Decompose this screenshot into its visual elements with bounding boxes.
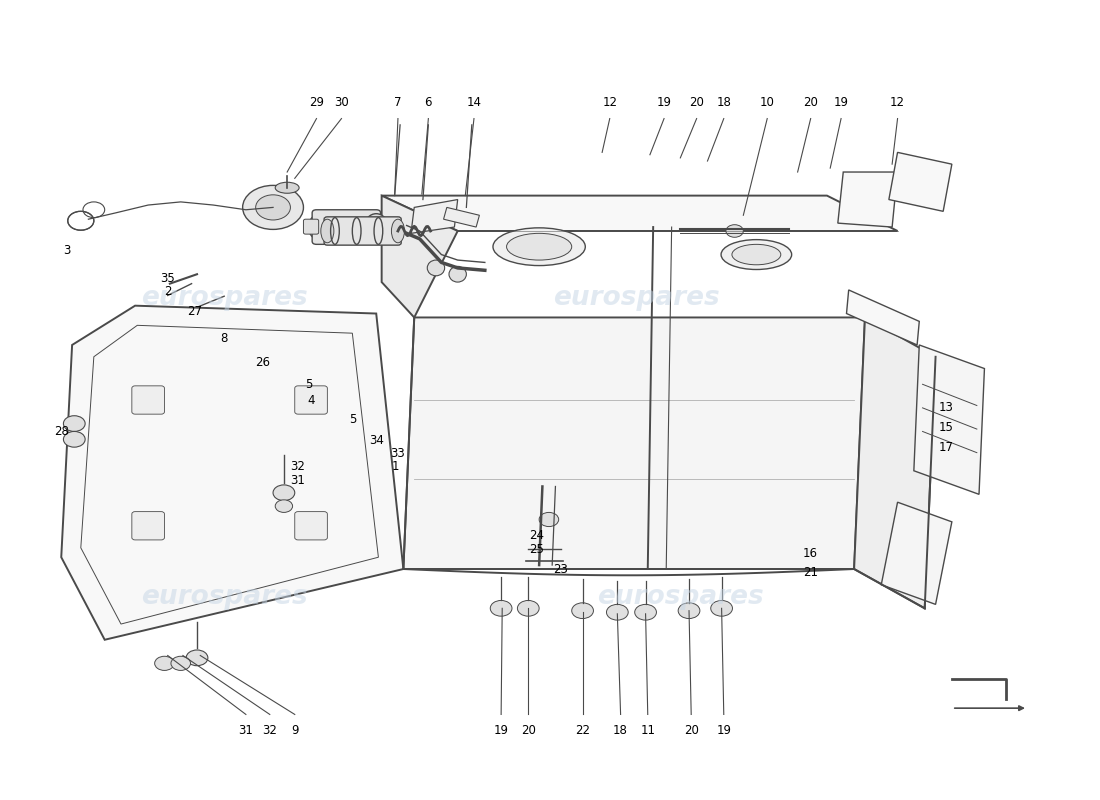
FancyBboxPatch shape bbox=[295, 386, 328, 414]
Circle shape bbox=[255, 195, 290, 220]
Circle shape bbox=[170, 656, 190, 670]
Text: 18: 18 bbox=[613, 724, 628, 737]
Ellipse shape bbox=[308, 214, 336, 241]
Text: 7: 7 bbox=[394, 96, 402, 109]
Text: 20: 20 bbox=[520, 724, 536, 737]
Polygon shape bbox=[382, 196, 458, 318]
Ellipse shape bbox=[364, 214, 388, 241]
Circle shape bbox=[635, 604, 657, 620]
Circle shape bbox=[606, 604, 628, 620]
Text: 25: 25 bbox=[529, 543, 544, 556]
Ellipse shape bbox=[321, 219, 334, 242]
Text: 27: 27 bbox=[187, 306, 202, 318]
Circle shape bbox=[711, 601, 733, 616]
FancyBboxPatch shape bbox=[295, 512, 328, 540]
Text: 24: 24 bbox=[529, 529, 544, 542]
Polygon shape bbox=[838, 172, 898, 227]
Ellipse shape bbox=[275, 182, 299, 194]
Circle shape bbox=[517, 601, 539, 616]
Text: 23: 23 bbox=[553, 562, 569, 575]
Text: 5: 5 bbox=[349, 413, 356, 426]
Polygon shape bbox=[404, 318, 865, 569]
Text: 5: 5 bbox=[305, 378, 312, 390]
Polygon shape bbox=[914, 345, 984, 494]
Text: 34: 34 bbox=[368, 434, 384, 447]
Circle shape bbox=[275, 500, 293, 513]
Ellipse shape bbox=[427, 260, 444, 276]
Circle shape bbox=[64, 416, 85, 431]
Text: 4: 4 bbox=[307, 394, 315, 406]
Text: 11: 11 bbox=[640, 724, 656, 737]
Polygon shape bbox=[62, 306, 404, 640]
Polygon shape bbox=[881, 502, 952, 604]
Text: 32: 32 bbox=[290, 460, 306, 474]
Text: 17: 17 bbox=[939, 441, 954, 454]
Text: eurospares: eurospares bbox=[141, 285, 308, 311]
Text: 1: 1 bbox=[392, 460, 399, 474]
Text: 13: 13 bbox=[939, 402, 954, 414]
Text: 9: 9 bbox=[292, 724, 298, 737]
Polygon shape bbox=[889, 152, 952, 211]
Circle shape bbox=[726, 225, 744, 238]
Polygon shape bbox=[854, 318, 936, 608]
Text: 10: 10 bbox=[760, 96, 774, 109]
Text: eurospares: eurospares bbox=[141, 583, 308, 610]
Text: eurospares: eurospares bbox=[597, 583, 763, 610]
Polygon shape bbox=[411, 199, 458, 234]
Text: 26: 26 bbox=[255, 356, 270, 369]
Ellipse shape bbox=[507, 234, 572, 260]
FancyBboxPatch shape bbox=[132, 386, 164, 414]
Circle shape bbox=[491, 601, 512, 616]
Text: 35: 35 bbox=[161, 272, 175, 285]
Circle shape bbox=[539, 513, 559, 526]
Text: 29: 29 bbox=[309, 96, 324, 109]
Text: 6: 6 bbox=[425, 96, 432, 109]
Text: 12: 12 bbox=[890, 96, 905, 109]
Circle shape bbox=[243, 186, 304, 230]
FancyBboxPatch shape bbox=[304, 219, 319, 234]
Polygon shape bbox=[847, 290, 920, 345]
Text: 30: 30 bbox=[334, 96, 349, 109]
Text: 20: 20 bbox=[684, 724, 699, 737]
Text: eurospares: eurospares bbox=[553, 285, 720, 311]
Text: 28: 28 bbox=[54, 425, 68, 438]
Text: 3: 3 bbox=[63, 244, 70, 257]
Ellipse shape bbox=[449, 266, 466, 282]
Circle shape bbox=[679, 603, 700, 618]
Circle shape bbox=[186, 650, 208, 666]
Text: 31: 31 bbox=[290, 474, 306, 486]
Circle shape bbox=[155, 656, 174, 670]
Text: 19: 19 bbox=[494, 724, 508, 737]
FancyBboxPatch shape bbox=[132, 512, 164, 540]
Ellipse shape bbox=[493, 228, 585, 266]
Text: 32: 32 bbox=[262, 724, 277, 737]
Text: 19: 19 bbox=[657, 96, 671, 109]
Polygon shape bbox=[382, 196, 898, 231]
Text: 22: 22 bbox=[575, 724, 590, 737]
Ellipse shape bbox=[392, 219, 405, 242]
Text: 19: 19 bbox=[716, 724, 732, 737]
Text: 12: 12 bbox=[602, 96, 617, 109]
FancyBboxPatch shape bbox=[324, 217, 402, 245]
Text: 20: 20 bbox=[690, 96, 704, 109]
Polygon shape bbox=[443, 207, 480, 227]
Circle shape bbox=[273, 485, 295, 501]
Text: 2: 2 bbox=[164, 285, 172, 298]
Circle shape bbox=[572, 603, 593, 618]
Text: 14: 14 bbox=[466, 96, 482, 109]
Text: 16: 16 bbox=[803, 546, 818, 560]
Ellipse shape bbox=[722, 240, 792, 270]
FancyBboxPatch shape bbox=[312, 210, 381, 244]
Circle shape bbox=[64, 431, 85, 447]
Ellipse shape bbox=[732, 244, 781, 265]
Text: 21: 21 bbox=[803, 566, 818, 579]
Text: 8: 8 bbox=[220, 332, 228, 345]
Text: 31: 31 bbox=[239, 724, 253, 737]
Text: 15: 15 bbox=[939, 421, 954, 434]
Text: 20: 20 bbox=[803, 96, 818, 109]
Text: 19: 19 bbox=[834, 96, 848, 109]
Text: 33: 33 bbox=[390, 447, 405, 460]
Text: 18: 18 bbox=[716, 96, 732, 109]
